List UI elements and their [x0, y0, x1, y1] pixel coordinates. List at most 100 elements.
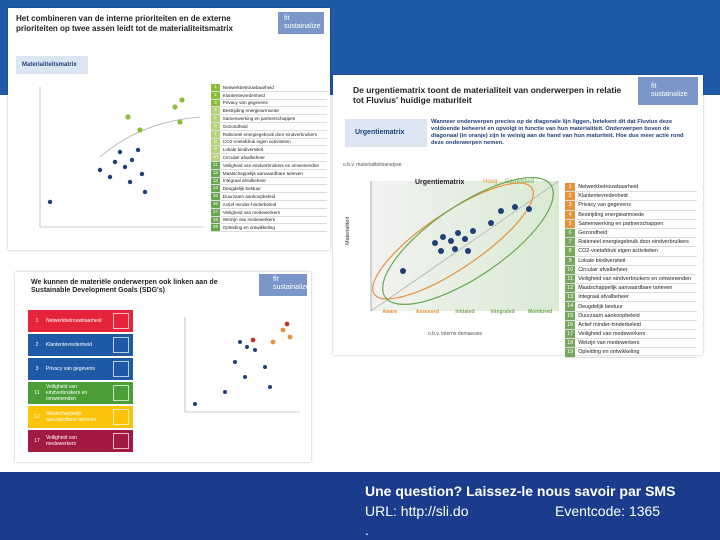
row-label: Klantentevredenheid [46, 342, 92, 348]
item-number: 10 [211, 154, 220, 161]
item-number: 8 [565, 247, 576, 256]
row-number: 3 [35, 366, 39, 372]
list-row: 4 Bestrijding energiearmoede [211, 107, 327, 116]
list-row: 5 Samenwerking en partnerschappen [565, 219, 697, 229]
item-label: CO2-voetafdruk eigen activiteiten [222, 139, 291, 145]
item-label: Rationeel energiegebruik door eindverbru… [578, 239, 689, 246]
logo: fit sustainalize [284, 15, 321, 30]
logo-box [278, 12, 324, 34]
row-number: 17 [34, 438, 40, 444]
item-label: Welzijn van medewerkers [222, 217, 276, 223]
item-number: 14 [565, 302, 576, 311]
list-row: 18 Welzijn van medewerkers [565, 339, 697, 349]
sdg-icon [113, 313, 129, 329]
item-label: Deugdelijk bestuur [222, 186, 261, 192]
logo: fit sustainalize [273, 276, 310, 291]
item-label: Duurzaam aankoopbeleid [578, 312, 640, 319]
explanation: Wanneer onderwerpen precies op de diagon… [431, 119, 684, 146]
row-label: Veiligheid van medewerkers [46, 435, 77, 447]
item-label: Lokale biodiversiteit [578, 257, 626, 264]
legend-high: Hoog [483, 179, 498, 185]
tag: Urgentiematrix [345, 119, 427, 147]
item-number: 7 [211, 130, 220, 138]
item-number: 2 [565, 192, 576, 201]
item-label: Privacy van gegevens [222, 100, 268, 106]
item-number: 12 [565, 284, 576, 293]
list-row: 7 Rationeel energiegebruik door eindverbr… [565, 238, 697, 248]
item-number: 9 [565, 256, 576, 265]
item-label: Lokale biodiversiteit [222, 147, 264, 153]
sdg-row: 2 Klantentevredenheid [28, 334, 133, 356]
sdg-row: 12 Maatschappelijk aanvaardbare tarieven [28, 406, 133, 428]
thumb-title: We kunnen de materiële onderwerpen ook l… [31, 279, 218, 294]
stage-label: Initiated [455, 309, 475, 315]
list-row: 9 Lokale biodiversiteit [565, 256, 697, 266]
thumbnail-sdg: We kunnen de materiële onderwerpen ook l… [15, 272, 311, 462]
item-label: Integraal afvalbeheer [222, 178, 266, 184]
list-row: 9 Lokale biodiversiteit [211, 146, 327, 155]
sdg-row: 1 Netwerkbetrouwbaarheid [28, 310, 133, 332]
sdg-list: 1 Netwerkbetrouwbaarheid 2 Klantentevredenh… [28, 310, 133, 454]
list-row: 12 Maatschappelijk aanvaardbare tarieven [211, 169, 327, 178]
item-label: Veiligheid van eindverbruikers en omwone… [578, 275, 692, 282]
item-number: 19 [565, 348, 576, 357]
list-row: 1 Netwerkbetrouwbaarheid [211, 84, 327, 92]
item-label: Gezondheid [222, 123, 248, 129]
item-number: 17 [211, 208, 220, 216]
item-number: 6 [565, 228, 576, 238]
item-label: Gezondheid [578, 230, 608, 237]
item-number: 13 [211, 177, 220, 185]
item-number: 1 [211, 84, 220, 91]
list-row: 6 Gezondheid [565, 228, 697, 239]
item-label: Veiligheid van eindverbruikers en omwone… [222, 162, 320, 168]
thumbnail-urgency: De urgentiematrix toont de materialiteit… [333, 75, 703, 358]
logo-box [638, 77, 698, 105]
item-number: 5 [211, 115, 220, 122]
logo-box [259, 274, 307, 296]
list-row: 4 Bestrijding energiearmoede [565, 210, 697, 220]
item-label: Netwerkbetrouwbaarheid [578, 184, 639, 191]
item-label: Actief minder-hinderbeleid [578, 321, 641, 328]
stage-label: Assessed [415, 309, 440, 315]
item-label: Bestrijding energiearmoede [222, 108, 279, 114]
stage-axis: Aware Assessed Initiated Integrated Monitore… [371, 309, 559, 315]
sdg-icon [113, 385, 129, 401]
urgency-chart [370, 177, 560, 312]
materiality-chart [39, 87, 205, 228]
item-number: 7 [565, 238, 576, 247]
item-number: 15 [565, 311, 576, 320]
item-number: 4 [565, 210, 576, 219]
logo: fit sustainalize [651, 83, 688, 98]
item-number: 3 [211, 99, 220, 107]
footer-band [0, 472, 720, 540]
item-number: 17 [565, 330, 576, 339]
item-label: Opleiding en ontwikkeling [578, 349, 640, 356]
item-number: 11 [565, 274, 576, 284]
list-row: 8 CO2-voetafdruk eigen activiteiten [211, 138, 327, 147]
row-label: Netwerkbetrouwbaarheid [46, 318, 102, 324]
item-number: 12 [211, 169, 220, 177]
sdg-row: 17 Veiligheid van medewerkers [28, 430, 133, 452]
list-row: 1 Netwerkbetrouwbaarheid [565, 183, 697, 193]
item-number: 1 [565, 183, 576, 192]
legend-medium: Gemiddeld [505, 179, 535, 185]
row-label: Veiligheid van eindverbruikers en omwone… [46, 384, 88, 402]
item-label: Circulair afvalbeheer [222, 155, 265, 161]
list-row: 14 Deugdelijk bestuur [211, 185, 327, 194]
url: URL: http://sli.do [365, 503, 469, 519]
list-row: 13 Integraal afvalbeheer [211, 177, 327, 186]
item-label: Bestrijding energiearmoede [578, 211, 645, 218]
item-number: 15 [211, 193, 220, 200]
item-number: 6 [211, 122, 220, 130]
question: Une question? Laissez-le nous savoir par… [365, 483, 676, 499]
item-number: 19 [211, 224, 220, 232]
item-label: Maatschappelijk aanvaardbare tarieven [222, 170, 303, 176]
list-row: 14 Deugdelijk bestuur [565, 302, 697, 312]
list-row: 16 Actief minder-hinderbeleid [211, 200, 327, 209]
row-number: 11 [34, 390, 40, 396]
item-number: 2 [211, 91, 220, 99]
sdg-chart [184, 317, 300, 413]
list-row: 2 Klantentevredenheid [211, 91, 327, 100]
item-number: 18 [211, 216, 220, 224]
item-label: Integraal afvalbeheer [578, 294, 629, 301]
